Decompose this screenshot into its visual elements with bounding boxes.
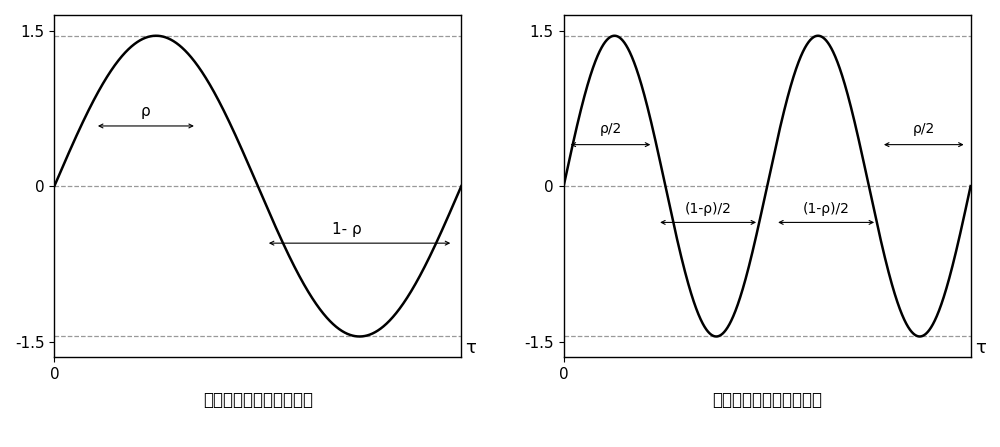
- Text: ρ/2: ρ/2: [599, 122, 622, 136]
- Text: 余弦相位子载波调制波形: 余弦相位子载波调制波形: [712, 392, 822, 409]
- Text: τ: τ: [975, 339, 986, 357]
- Text: ρ: ρ: [141, 104, 151, 119]
- Text: ρ/2: ρ/2: [913, 122, 935, 136]
- Text: (1-ρ)/2: (1-ρ)/2: [803, 202, 850, 216]
- Text: 正弦相位子载波调制波形: 正弦相位子载波调制波形: [203, 392, 313, 409]
- Text: τ: τ: [465, 339, 476, 357]
- Text: (1-ρ)/2: (1-ρ)/2: [685, 202, 732, 216]
- Text: 1- ρ: 1- ρ: [332, 222, 362, 237]
